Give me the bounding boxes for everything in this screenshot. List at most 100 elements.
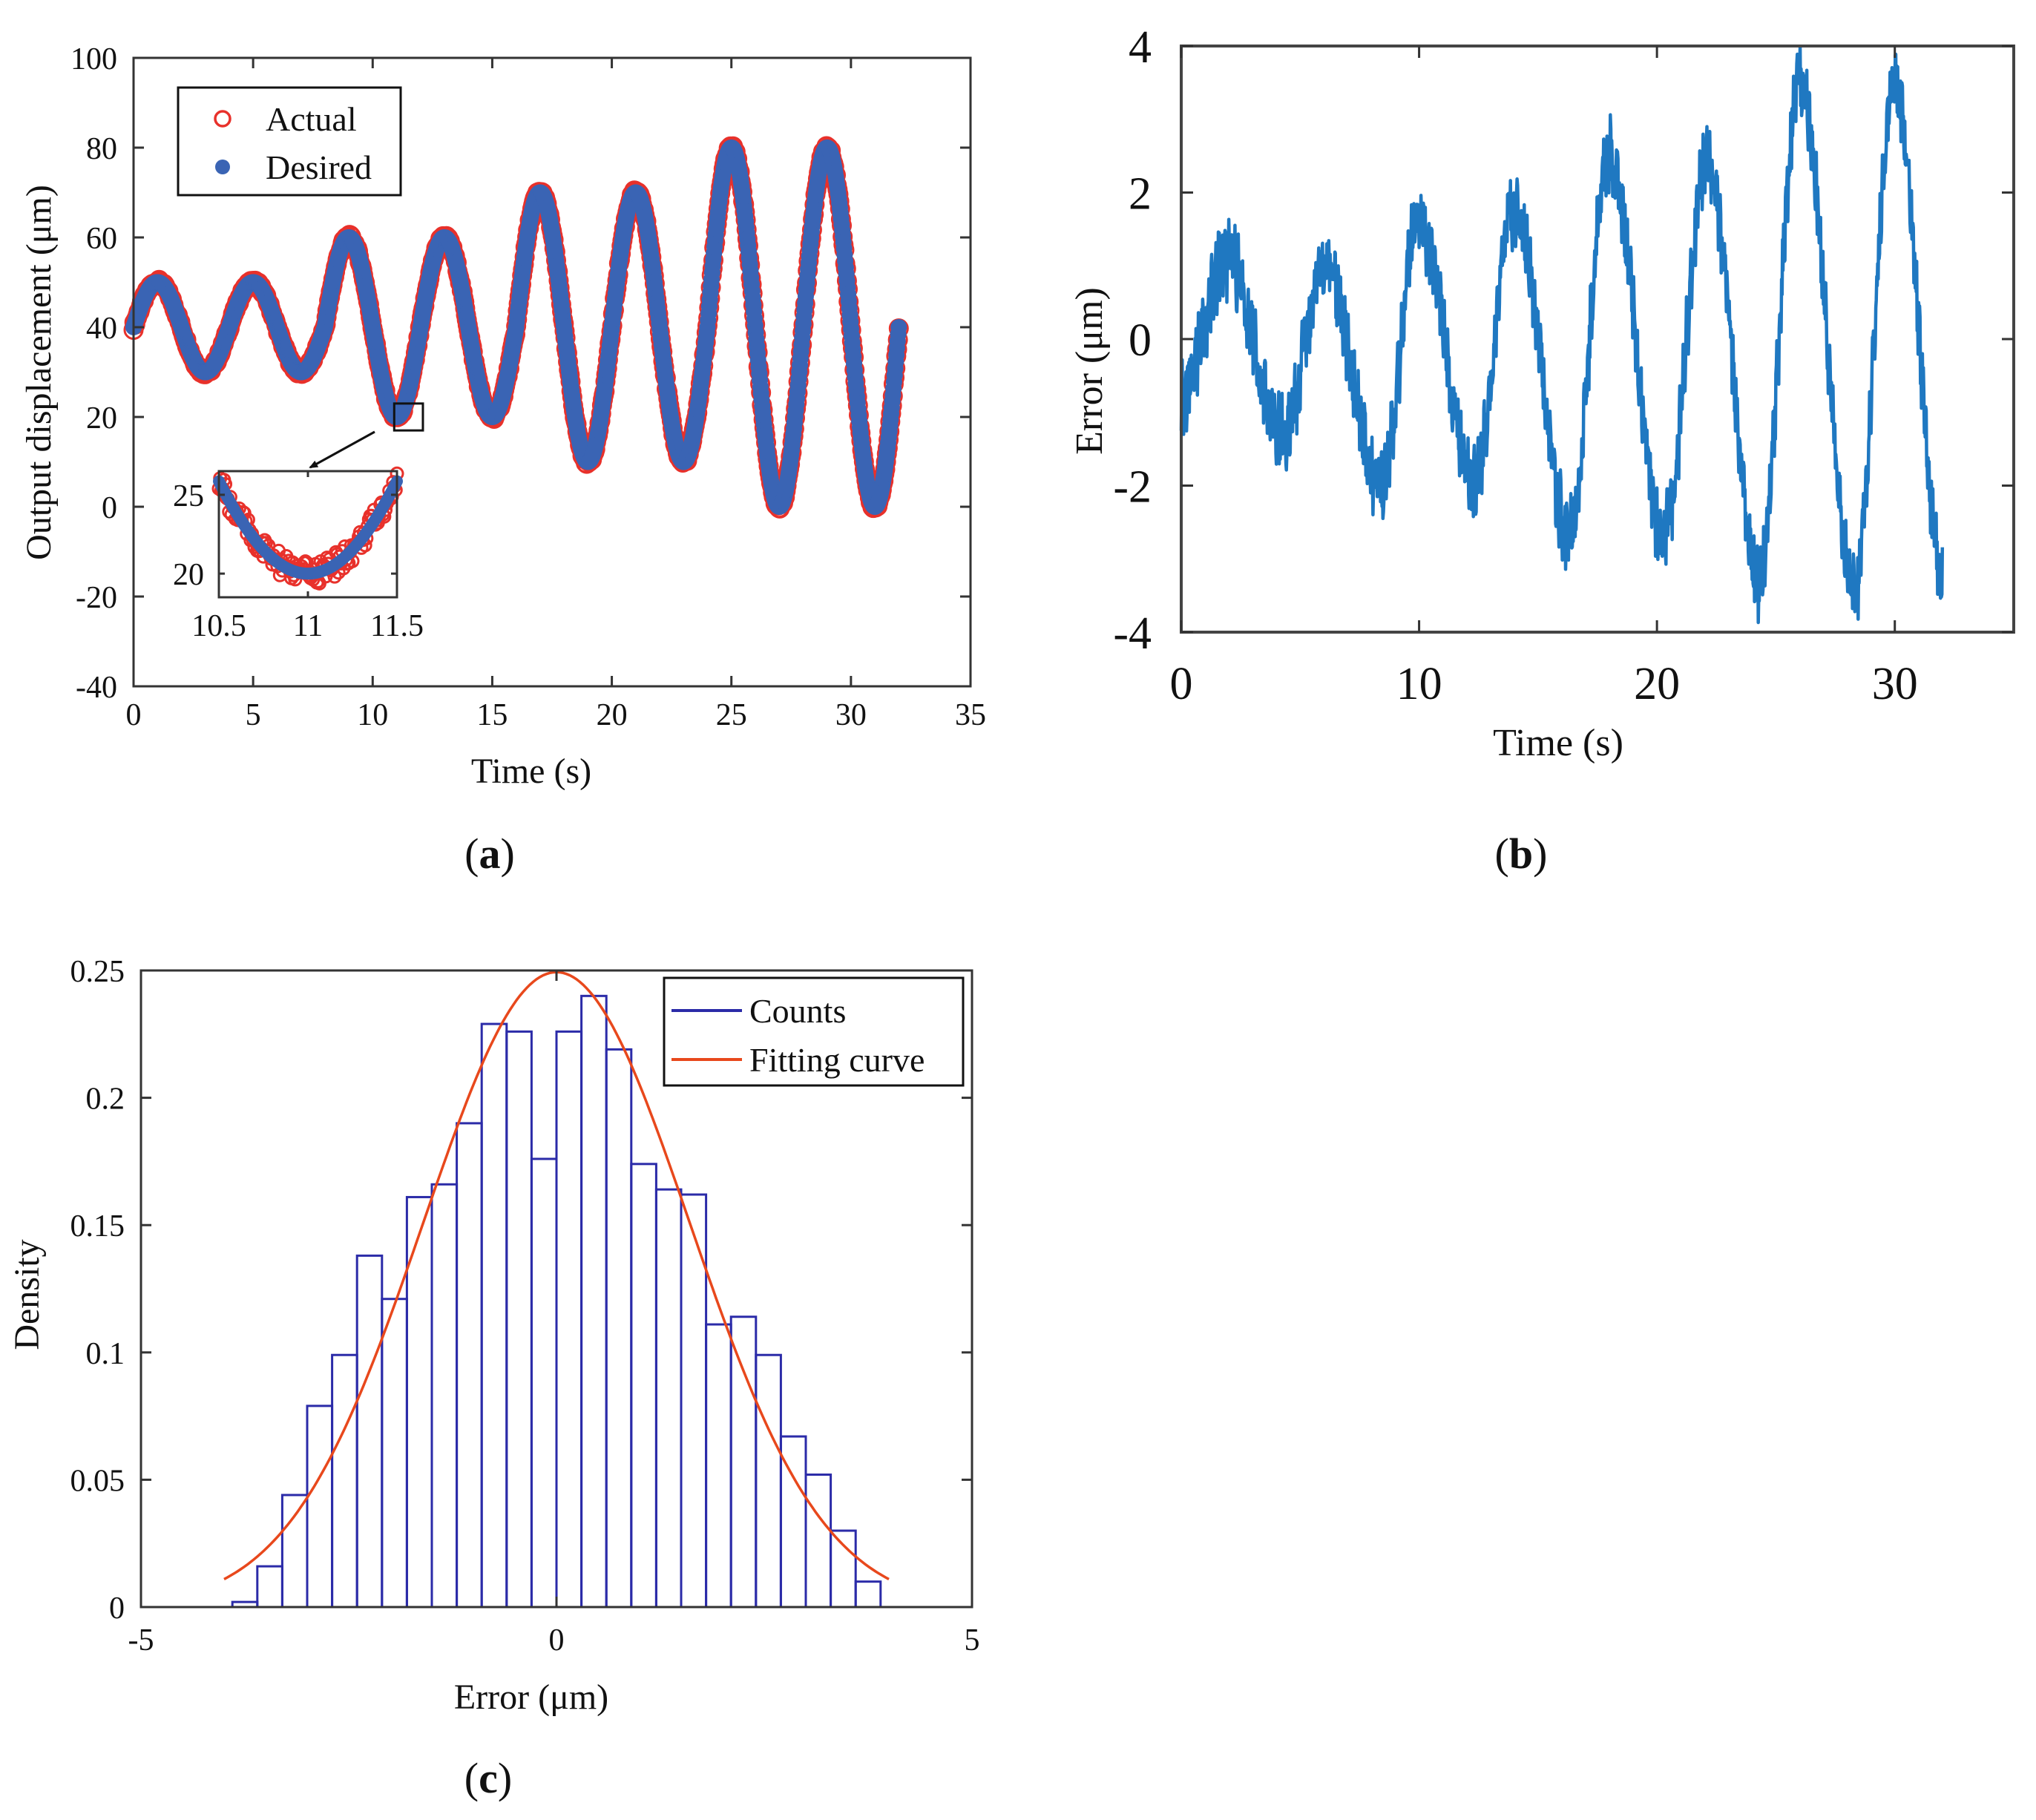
inset-x-axis: 10.5 11 11.5 bbox=[191, 471, 424, 643]
histogram-bar bbox=[306, 1405, 334, 1609]
plot-area-a bbox=[132, 56, 972, 688]
x-tick-label: 20 bbox=[597, 698, 628, 732]
zoom-box bbox=[393, 402, 424, 432]
y-axis-c: 0 0.05 0.1 0.15 0.2 0.25 bbox=[70, 955, 972, 1626]
x-tick-label: 15 bbox=[476, 698, 508, 732]
histogram-bar bbox=[530, 1157, 558, 1609]
histogram-bar bbox=[280, 1494, 309, 1609]
histogram-bar bbox=[854, 1580, 882, 1609]
y-axis-label-b: Error (μm) bbox=[1068, 287, 1111, 455]
legend-box-c bbox=[663, 976, 965, 1087]
histogram-bar bbox=[804, 1474, 833, 1609]
caption-b: (b) bbox=[1495, 829, 1548, 878]
desired-series bbox=[125, 139, 907, 515]
histogram-bar bbox=[654, 1188, 683, 1609]
y-tick-label: 0.2 bbox=[86, 1083, 125, 1117]
legend-a: Actual Desired bbox=[177, 86, 402, 197]
y-tick-label: 20 bbox=[86, 401, 117, 436]
y-tick-label: 80 bbox=[86, 132, 117, 166]
legend-actual-marker bbox=[214, 110, 231, 128]
histogram-bar bbox=[256, 1565, 283, 1609]
error-line bbox=[1179, 45, 1945, 625]
y-tick-label: 0.1 bbox=[86, 1337, 125, 1371]
x-tick-label: 11 bbox=[293, 609, 323, 643]
caption-b-letter: b bbox=[1509, 829, 1533, 878]
caption-a-letter: a bbox=[479, 829, 501, 878]
legend-desired-label: Desired bbox=[266, 148, 372, 186]
histogram-bar bbox=[331, 1353, 358, 1609]
x-tick-label: 10 bbox=[357, 698, 388, 732]
x-tick-label: 0 bbox=[126, 698, 142, 732]
y-tick-label: 25 bbox=[173, 479, 204, 513]
caption-c-letter: c bbox=[479, 1754, 498, 1802]
y-tick-label: 0.05 bbox=[70, 1464, 125, 1498]
histogram-bar bbox=[456, 1122, 483, 1609]
y-tick-label: 100 bbox=[70, 42, 117, 76]
y-tick-label: 40 bbox=[86, 312, 117, 346]
x-tick-label: 0 bbox=[1170, 659, 1193, 709]
legend-c: Counts Fitting curve bbox=[663, 976, 965, 1087]
y-tick-label: 60 bbox=[86, 222, 117, 256]
x-tick-label: 10.5 bbox=[191, 609, 246, 643]
y-tick-label: -40 bbox=[76, 671, 117, 705]
y-tick-label: 0.15 bbox=[70, 1209, 125, 1244]
y-tick-label: -20 bbox=[76, 581, 117, 615]
histogram-bar bbox=[830, 1529, 857, 1609]
chart-c: -5 0 5 00.050.10.150.20.25 Error (μm) Dens… bbox=[7, 955, 980, 1802]
x-tick-label: 20 bbox=[1634, 659, 1680, 709]
x-tick-label: 5 bbox=[246, 698, 261, 732]
histogram-bar bbox=[430, 1183, 459, 1609]
histogram-bar bbox=[381, 1298, 408, 1609]
histogram-bar bbox=[630, 1163, 657, 1609]
x-axis-label-a: Time (s) bbox=[471, 752, 591, 791]
histogram-bars bbox=[231, 994, 882, 1609]
x-axis-c: -5 0 5 bbox=[128, 970, 980, 1658]
x-tick-label: 30 bbox=[1872, 659, 1918, 709]
histogram-bar bbox=[355, 1254, 384, 1609]
legend-fit-label: Fitting curve bbox=[749, 1041, 925, 1079]
y-axis-label-a: Output displacement (μm) bbox=[19, 185, 59, 560]
y-axis-label-c: Density bbox=[7, 1239, 47, 1350]
y-axis-a: -40 -20 0 20 40 60 80 100 bbox=[70, 42, 971, 705]
y-tick-label: 0 bbox=[1129, 315, 1152, 366]
y-tick-label: 4 bbox=[1129, 22, 1152, 73]
y-axis-b: -4 -2 0 2 4 bbox=[1113, 22, 2014, 659]
y-tick-label: -2 bbox=[1113, 462, 1152, 513]
x-axis-b: 0 10 20 30 bbox=[1170, 46, 1918, 709]
y-tick-label: 0.25 bbox=[70, 955, 125, 989]
histogram-bar bbox=[729, 1315, 758, 1609]
histogram-bar bbox=[555, 1030, 583, 1609]
zoom-arrow bbox=[309, 430, 375, 469]
histogram-bar bbox=[605, 1048, 633, 1609]
y-tick-label: 2 bbox=[1129, 169, 1152, 220]
x-axis-a: 0 5 10 15 20 25 30 35 bbox=[126, 58, 986, 732]
y-tick-label: -4 bbox=[1113, 608, 1152, 659]
error-series bbox=[1179, 45, 1945, 625]
legend-counts-label: Counts bbox=[749, 992, 846, 1030]
histogram-bar bbox=[505, 1030, 533, 1609]
x-tick-label: -5 bbox=[128, 1623, 154, 1658]
legend-desired-marker bbox=[215, 160, 230, 174]
desired-point bbox=[890, 319, 907, 335]
caption-c: (c) bbox=[464, 1754, 512, 1802]
x-tick-label: 0 bbox=[549, 1623, 565, 1658]
y-tick-label: 20 bbox=[173, 558, 204, 592]
histogram-bar bbox=[755, 1353, 782, 1609]
y-tick-label: 0 bbox=[109, 1591, 125, 1626]
x-axis-label-b: Time (s) bbox=[1493, 722, 1623, 764]
x-axis-label-c: Error (μm) bbox=[454, 1678, 608, 1717]
x-tick-label: 11.5 bbox=[370, 609, 424, 643]
x-tick-label: 5 bbox=[965, 1623, 980, 1658]
x-tick-label: 25 bbox=[716, 698, 747, 732]
histogram-bar bbox=[480, 1022, 508, 1609]
legend-actual-label: Actual bbox=[266, 100, 357, 138]
x-tick-label: 30 bbox=[835, 698, 867, 732]
histogram-bar bbox=[705, 1323, 732, 1609]
legend-box-a bbox=[177, 86, 402, 197]
caption-a: (a) bbox=[464, 829, 515, 878]
chart-b: 0 10 20 30 -4 -2 0 2 4 Time (s) Error (μm) (b) bbox=[1068, 22, 2015, 878]
